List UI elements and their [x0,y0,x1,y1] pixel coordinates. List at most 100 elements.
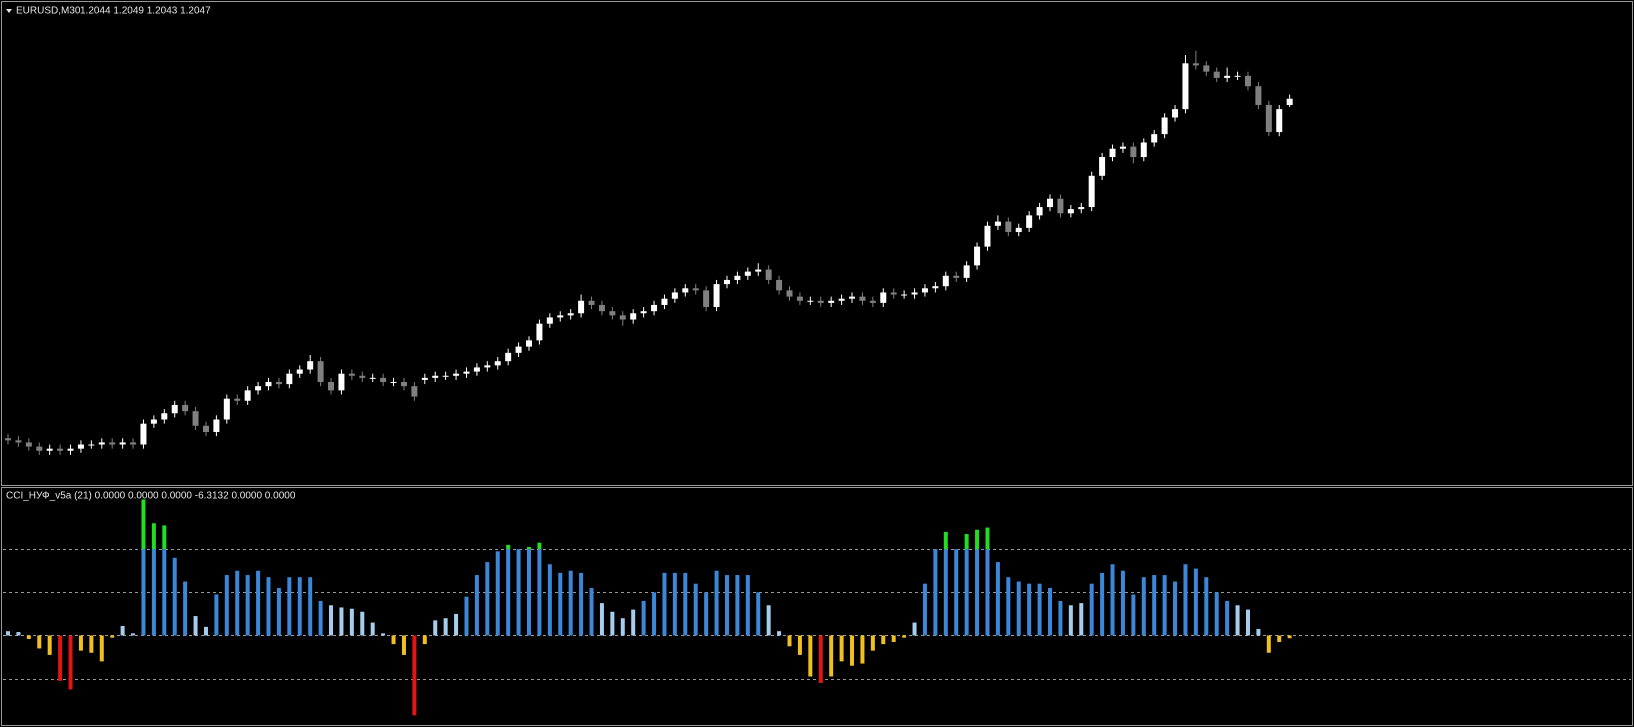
candle-body [609,311,616,316]
cci-bar [1048,588,1052,636]
cci-bar [683,572,688,636]
cci-bar-extreme [964,534,969,550]
cci-bar [589,588,594,636]
cci-bar [474,575,479,636]
candle-body [1109,148,1116,158]
cci-bar [1110,564,1115,636]
cci-bar [99,635,104,662]
candle-body [161,413,168,420]
cci-bar [443,618,448,636]
cci-bar [1277,635,1282,642]
cci-bar [818,635,823,683]
cci-bar [422,635,427,645]
cci-bar [1162,575,1167,636]
candle-body [651,304,658,312]
cci-bar [787,635,792,647]
cci-bar [6,631,10,636]
candle-body [838,298,845,301]
candle-body [630,313,637,320]
cci-bar-extreme [527,546,531,550]
cci-bar [1006,577,1011,636]
cci-bar [599,603,604,636]
cci-bar [808,635,813,677]
cci-bar [547,564,552,636]
candle-body [453,373,460,376]
candle-body [484,365,491,368]
candle-body [338,373,345,391]
candle-body [234,398,241,401]
cci-bar [516,549,521,636]
cci-bar [1027,583,1032,636]
candle-body [130,442,137,445]
candle-body [463,371,470,374]
cci-bar [1152,575,1157,636]
candle-body [1224,75,1231,78]
cci-bar [1089,583,1094,636]
cci-bar [881,635,886,645]
cci-bar [1245,609,1250,636]
candle-body [46,448,53,451]
cci-bar [297,577,302,636]
indicator-panel-border [1,487,1633,726]
cci-bar [912,622,917,636]
candle-body [953,275,960,278]
cci-bar [1141,577,1146,636]
candle-body [400,382,407,387]
candle-body [546,317,553,324]
candle-body [140,423,147,445]
candle-body [1140,142,1147,158]
candle-body [1047,198,1053,208]
candle-body [421,377,428,380]
candle-body [182,404,189,412]
cci-bar [672,572,677,636]
cci-bar [1214,592,1219,636]
candle-body [317,361,324,383]
candle-body [880,292,887,303]
candle-body [786,290,793,297]
candle-body [244,390,251,401]
candle-body [442,375,449,377]
candle-body [723,279,730,285]
cci-bar [89,635,94,653]
cci-bar [339,607,344,636]
cci-bar [370,622,375,636]
cci-bar [120,625,125,636]
candle-body [1213,71,1220,78]
candle-body [57,448,64,451]
cci-bar [1235,605,1240,636]
cci-bar [203,626,208,636]
candle-body [411,386,418,397]
cci-bar [839,635,844,662]
panel-menu-arrow[interactable] [6,9,12,13]
cci-bar [579,572,584,636]
candle-body [369,377,376,379]
indicator-label: CCI_НУФ_v5a (21) 0.0000 0.0000 0.0000 -6… [6,491,296,502]
cci-bar [214,594,219,636]
candle-body [671,292,678,299]
cci-bar-extreme [975,529,980,550]
cci-bar-extreme [151,523,156,550]
candle-body [526,340,532,347]
cci-bar [193,616,198,636]
candle-body [275,382,282,385]
cci-bar [172,557,177,636]
cci-bar-extreme [985,527,990,550]
cci-bar [391,635,396,645]
cci-bar [47,635,52,655]
candle-body [1005,221,1012,233]
cci-bar [506,549,511,636]
candle-body [942,275,949,287]
candle-body [1015,227,1022,233]
cci-bar [1100,572,1105,636]
cci-bar [1037,583,1042,636]
candle-body [776,279,783,291]
cci-bar [454,613,459,636]
cci-bar-extreme [141,499,146,550]
candle-body [213,419,220,433]
candle-body [286,373,293,385]
candle-body [1078,207,1085,210]
cci-bar [349,608,354,636]
cci-bar [735,575,740,636]
candle-body [150,419,157,424]
candle-body [817,300,824,303]
